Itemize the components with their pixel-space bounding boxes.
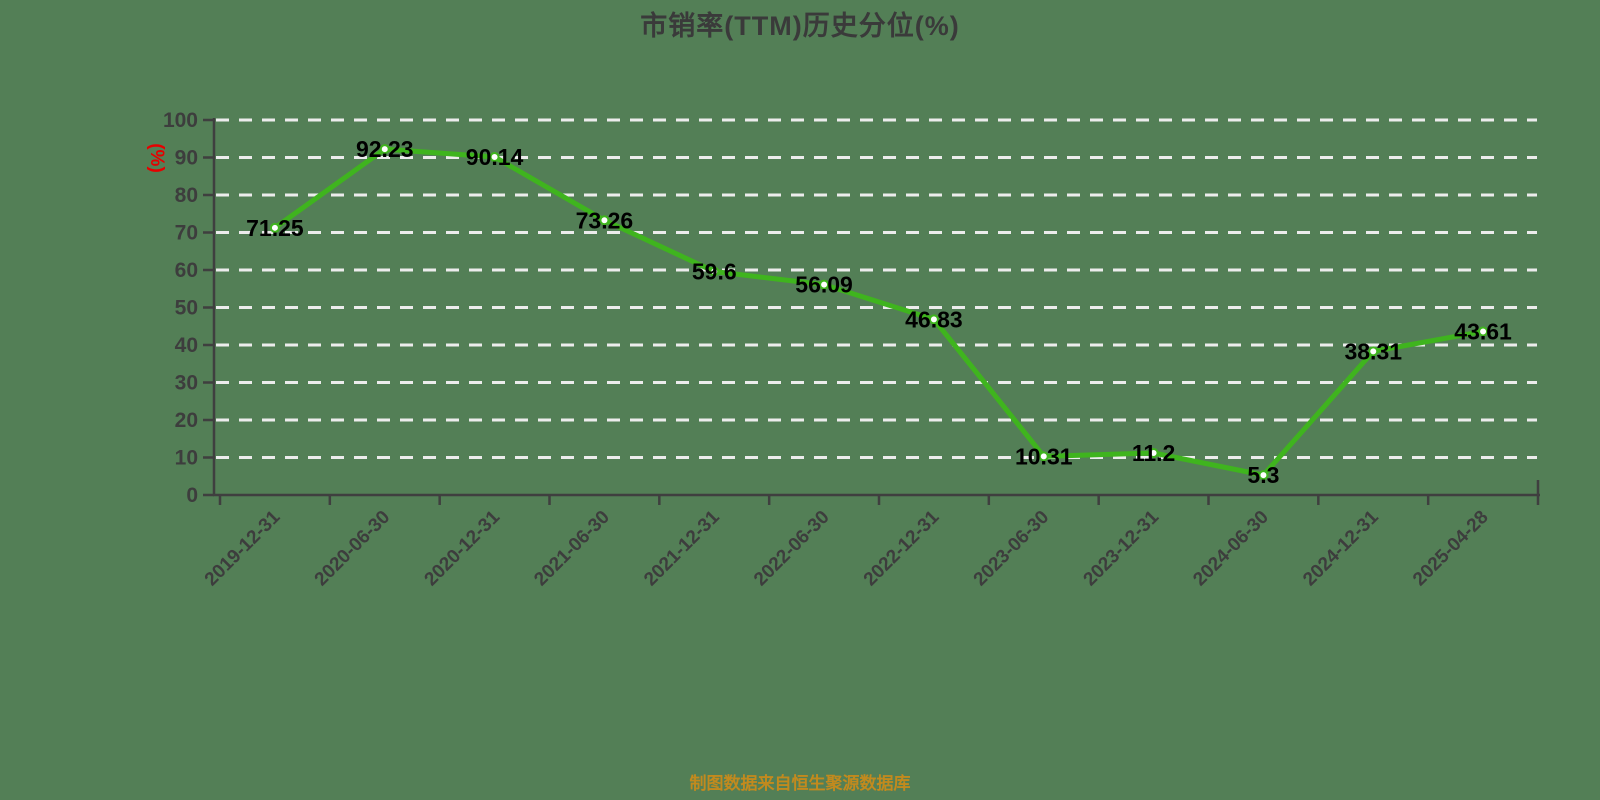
chart-title: 市销率(TTM)历史分位(%) <box>640 11 960 41</box>
data-point <box>269 222 280 233</box>
data-point <box>819 279 830 290</box>
y-axis-tick-label: 100 <box>163 109 198 132</box>
x-axis-tick-label: 2023-12-31 <box>1080 506 1164 590</box>
data-point-label: 90.14 <box>466 144 524 170</box>
x-axis-tick-label: 2023-06-30 <box>970 507 1054 591</box>
data-point <box>928 314 939 325</box>
data-point-label: 59.6 <box>692 259 737 285</box>
y-axis-unit-label: (%) <box>146 143 167 173</box>
x-axis-tick-label: 2022-06-30 <box>750 507 834 591</box>
y-axis-tick-label: 0 <box>186 484 198 507</box>
y-axis-tick-label: 70 <box>175 222 198 245</box>
x-axis-tick-label: 2020-06-30 <box>311 507 395 591</box>
data-point-label: 11.2 <box>1132 440 1176 466</box>
data-point <box>489 151 500 162</box>
x-axis-tick-label: 2021-06-30 <box>530 507 614 591</box>
data-point <box>1148 448 1159 458</box>
data-point <box>379 144 390 155</box>
y-axis-tick-label: 90 <box>175 147 198 170</box>
y-axis-tick-label: 80 <box>175 184 198 207</box>
x-axis-tick-label: 2024-12-31 <box>1299 506 1383 590</box>
data-point-label: 46.83 <box>905 306 963 332</box>
data-point-label: 56.09 <box>795 272 853 298</box>
x-axis-tick-label: 2024-06-30 <box>1189 507 1273 591</box>
x-axis-tick-label: 2022-12-31 <box>860 506 944 590</box>
x-axis-tick-label: 2019-12-31 <box>201 506 285 590</box>
data-point <box>1478 326 1489 337</box>
data-point-label: 38.31 <box>1344 338 1402 364</box>
data-point <box>599 215 610 226</box>
data-source-note: 制图数据来自恒生聚源数据库 <box>689 774 911 793</box>
y-axis-tick-label: 30 <box>175 372 198 395</box>
y-axis-tick-label: 40 <box>175 334 198 357</box>
series-line <box>272 146 1486 478</box>
data-point-label: 10.31 <box>1015 443 1073 469</box>
y-axis-tick-label: 10 <box>175 447 198 470</box>
data-point-label: 5.3 <box>1247 462 1279 488</box>
y-axis-tick-label: 60 <box>175 259 198 282</box>
data-point <box>1368 346 1379 357</box>
data-point <box>1258 470 1269 481</box>
data-point <box>1038 451 1049 462</box>
data-point-label: 73.26 <box>576 207 634 233</box>
data-point-label: 71.25 <box>246 215 304 241</box>
x-axis-tick-label: 2025-04-28 <box>1409 507 1493 591</box>
y-axis-tick-label: 20 <box>175 409 198 432</box>
data-point-label: 43.61 <box>1454 318 1512 344</box>
data-point <box>709 266 720 277</box>
y-axis-tick-label: 50 <box>175 297 198 320</box>
x-axis-tick-label: 2020-12-31 <box>421 506 505 590</box>
x-axis-tick-label: 2021-12-31 <box>640 506 724 590</box>
data-point-label: 92.23 <box>356 136 414 162</box>
